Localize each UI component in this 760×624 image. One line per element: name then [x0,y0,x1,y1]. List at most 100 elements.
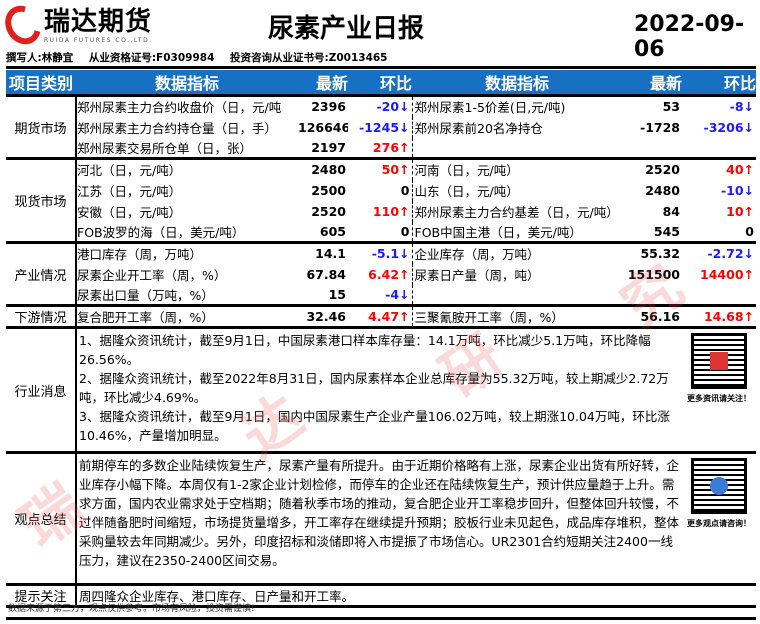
metric-change: 6.42↑ [348,263,413,285]
table-row: 期货市场 郑州尿素主力合约收盘价（日，元/吨 2396 -20↓ 郑州尿素1-5价… [6,94,756,159]
metric-change: -2.72↓ [682,241,756,264]
col-metric: 数据指标 [76,70,298,96]
metric-name: FOB波罗的海（日，美元/吨） [77,224,245,240]
tip-category: 提示关注 [6,583,77,607]
metric-change: -8↓ [682,94,756,117]
category-label: 产业情况 [6,241,77,306]
metric-latest: 151500 [627,266,680,282]
metric-latest: 84 [662,203,680,219]
table-header-row: 项目类别 数据指标 最新 环比 数据指标 最新 环比 [6,70,756,96]
metric-change: -10↓ [720,182,754,198]
footer-divider [6,617,756,620]
metric-latest: 15 [328,286,346,302]
metric-latest: 2396 [298,94,348,117]
news-row: 行业消息 1、据隆众资讯统计，截至9月1日，中国尿素港口样本库存量：14.1万吨… [6,326,756,453]
tip-row: 提示关注 周四隆众企业库存、港口库存、日产量和开工率。 [6,583,756,607]
author: 撰写人:林静宜 [6,52,74,64]
metric-name: 郑州尿素主力合约持仓量（日，手） [77,120,278,136]
table-row: 江苏（日，元/吨） 2500 0 山东（日，元/吨） 2480 -10↓ [6,179,756,201]
metric-change: -20↓ [348,94,413,117]
table-row: 安徽（日，元/吨） 2520 110↑ 郑州尿素主力合约基差（日，元/吨） 84… [6,200,756,222]
col-latest: 最新 [298,70,348,96]
view-text: 前期停车的多数企业陆续恢复生产，尿素产量有所提升。由于近期价格略有上涨，尿素企业… [76,451,682,585]
qr-caption: 更多观点请咨询！ [687,519,751,528]
metric-change: 110↑ [348,200,413,222]
report-title: 尿素产业日报 [268,14,425,44]
category-label: 现货市场 [6,157,77,243]
metric-name: 山东（日，元/吨） [414,183,519,199]
metric-change: 14.68↑ [682,304,756,328]
table-row: 尿素出口量（万吨，%） 15 -4↓ [6,284,756,306]
view-row: 观点总结 前期停车的多数企业陆续恢复生产，尿素产量有所提升。由于近期价格略有上涨… [6,451,756,585]
metric-change: 0 [348,179,413,201]
view-category: 观点总结 [6,451,77,585]
metric-name: 三聚氰胺开工率（周，%） [412,304,622,328]
metric-name: 复合肥开工率（周，%） [76,304,298,328]
metric-latest: -1728 [640,119,680,135]
metric-change: -3206↓ [703,119,754,135]
metric-latest: 2520 [622,157,682,180]
metric-change: 4.47↑ [348,304,413,328]
metric-name: 郑州尿素主力合约基差（日，元/吨） [414,204,619,220]
metric-latest: 67.84 [306,266,346,282]
metric-name: 郑州尿素1-5价差(日,元/吨) [412,94,622,117]
col-latest-right: 最新 [622,70,682,96]
report-date: 2022-09-06 [634,12,745,62]
metric-latest: 2480 [298,157,348,180]
category-label: 下游情况 [6,304,77,328]
metric-name: 尿素出口量（万吨，%） [77,287,214,303]
metric-change: 10↑ [726,203,754,219]
table-row: 郑州尿素交易所仓单（日，张） 2197 276↑ [6,137,756,159]
metric-name: 郑州尿素前20名净持仓 [414,120,543,136]
metric-latest: 32.46 [298,304,348,328]
table-row: FOB波罗的海（日，美元/吨） 605 0 FOB中国主港（日，美元/吨） 54… [6,221,756,243]
header-divider [6,66,756,69]
qr-code-icon [691,458,747,514]
metric-change: 276↑ [348,137,413,159]
metric-change: 0 [348,221,413,243]
news-category: 行业消息 [6,326,77,453]
metric-latest: 2480 [645,182,680,198]
metric-name: 尿素企业开工率（周，%） [77,267,227,283]
metric-name: 尿素日产量（周，吨） [414,267,540,283]
category-label: 期货市场 [6,94,77,159]
metric-latest: 55.32 [622,241,682,264]
news-text: 1、据隆众资讯统计，截至9月1日，中国尿素港口样本库存量：14.1万吨，环比减少… [76,326,682,453]
qualification: 从业资格证号:F0309984 [88,52,215,64]
metric-name: 企业库存（周，万吨） [412,241,622,264]
metric-latest: 2197 [311,139,346,155]
metric-name: 河南（日，元/吨） [412,157,622,180]
logo-name: 瑞达期货 [44,6,153,37]
metric-name [412,285,622,306]
col-category: 项目类别 [6,70,76,96]
metric-latest: 545 [653,223,680,239]
logo-icon [0,0,48,51]
metric-change: 0 [745,223,754,239]
metric-name [412,138,622,159]
company-logo: 瑞达期货 RUIDA FUTURES CO.,LTD. [0,0,153,51]
col-change-right: 环比 [682,70,756,96]
table-row: 现货市场 河北（日，元/吨） 2480 50↑ 河南（日，元/吨） 2520 40… [6,157,756,243]
col-change: 环比 [348,70,412,96]
qr-code-icon [691,333,747,389]
metric-name: 郑州尿素交易所仓单（日，张） [77,140,253,156]
metric-latest: 126646 [298,119,348,135]
report-header: 瑞达期货 RUIDA FUTURES CO.,LTD. 尿素产业日报 2022-… [0,0,760,69]
metric-change: 40↑ [682,157,756,180]
view-qr: 更多观点请咨询！ [682,451,756,585]
disclaimer: 数据来源于第三方，观点仅供参考。市场有风险，投资需谨慎! [8,604,255,614]
metric-latest: 605 [319,223,346,239]
metric-latest [622,285,682,306]
news-item: 3、据隆众资讯统计，截至9月1日，国内中国尿素生产企业产量106.02万吨，较上… [79,409,670,443]
metric-latest [622,138,682,159]
metric-latest: 2520 [311,203,346,219]
data-table: 项目类别 数据指标 最新 环比 数据指标 最新 环比 期货市场 郑州尿素主力合约收… [6,70,756,609]
logo-english: RUIDA FUTURES CO.,LTD. [44,36,153,44]
news-item: 2、据隆众资讯统计，截至2022年8月31日，国内尿素样本企业总库存量为55.3… [79,371,669,405]
metric-name: 安徽（日，元/吨） [77,204,182,220]
col-metric-right: 数据指标 [412,70,622,96]
metric-change: -4↓ [348,284,413,306]
tip-text: 周四隆众企业库存、港口库存、日产量和开工率。 [76,583,756,607]
metric-name: FOB中国主港（日，美元/吨） [414,224,582,240]
table-row: 郑州尿素主力合约持仓量（日，手） 126646 -1245↓ 郑州尿素前20名净… [6,116,756,138]
